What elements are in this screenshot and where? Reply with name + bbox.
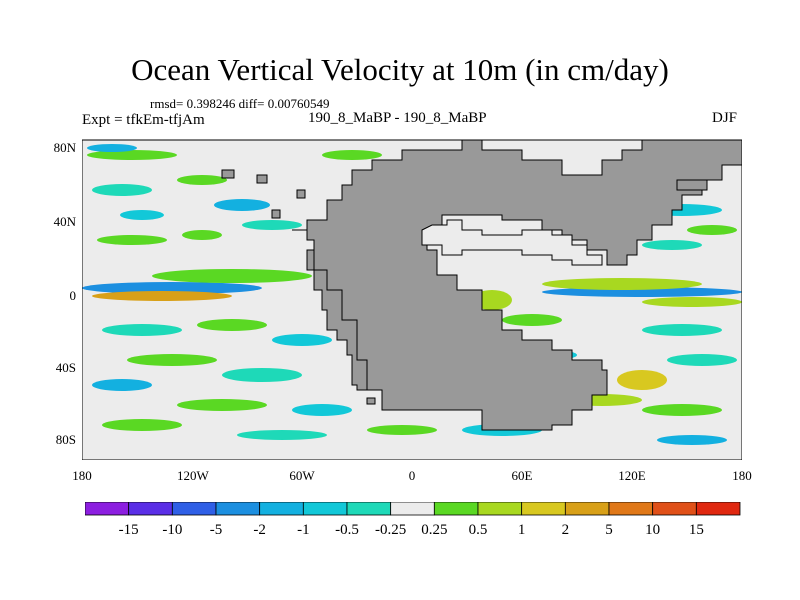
plot-title: Ocean Vertical Velocity at 10m (in cm/da… bbox=[131, 52, 669, 87]
patch bbox=[222, 368, 302, 382]
y-tick-label: 0 bbox=[69, 288, 77, 303]
patch bbox=[214, 199, 270, 211]
patch bbox=[667, 354, 737, 366]
x-tick-label: 120E bbox=[618, 468, 646, 483]
land-island bbox=[676, 179, 708, 191]
patch bbox=[642, 404, 722, 416]
patch bbox=[642, 240, 702, 250]
colorbar-label: 1 bbox=[518, 522, 526, 538]
colorbar-swatch bbox=[695, 502, 741, 516]
colorbar-label: -0.5 bbox=[335, 522, 359, 538]
map-frame bbox=[82, 139, 742, 460]
colorbar-label: 5 bbox=[605, 522, 613, 538]
land-island bbox=[271, 209, 281, 219]
case-label: 190_8_MaBP - 190_8_MaBP bbox=[308, 110, 487, 126]
patch bbox=[657, 435, 727, 445]
colorbar-swatch bbox=[652, 502, 697, 516]
patch bbox=[177, 399, 267, 411]
patch bbox=[120, 210, 164, 220]
colorbar-label: -0.25 bbox=[375, 522, 406, 538]
patch bbox=[322, 150, 382, 160]
land-island bbox=[296, 189, 306, 199]
patch bbox=[92, 184, 152, 196]
colorbar-swatch bbox=[215, 502, 261, 516]
patch bbox=[367, 425, 437, 435]
x-tick-label: 180 bbox=[732, 468, 752, 483]
land-island bbox=[256, 174, 268, 184]
colorbar-label: 2 bbox=[562, 522, 570, 538]
colorbar-swatch bbox=[608, 502, 654, 516]
y-tick-label: 80S bbox=[55, 432, 76, 447]
patch bbox=[502, 314, 562, 326]
colorbar-swatch bbox=[171, 502, 217, 516]
land-masses bbox=[221, 139, 742, 431]
patch bbox=[102, 324, 182, 336]
colorbar-label: -15 bbox=[119, 522, 139, 538]
colorbar-swatch bbox=[302, 502, 348, 516]
colorbar-label: 15 bbox=[689, 522, 704, 538]
colorbar-swatch bbox=[477, 502, 523, 516]
colorbar-swatch bbox=[128, 502, 173, 516]
colorbar-label: 10 bbox=[645, 522, 660, 538]
colorbar-swatch bbox=[390, 502, 435, 516]
indian-band-south bbox=[642, 297, 742, 307]
patch bbox=[97, 235, 167, 245]
indian-band-north bbox=[542, 278, 702, 290]
equatorial-downwelling-band bbox=[82, 282, 262, 294]
colorbar-label: -10 bbox=[162, 522, 182, 538]
colorbar: -15 -10 -5 -2 -1 -0.5 -0.25 0.25 0.5 1 2 5 10 15 bbox=[85, 502, 741, 538]
patch bbox=[127, 354, 217, 366]
colorbar-swatch bbox=[259, 502, 304, 516]
experiment-label: Expt = tfkEm-tfjAm bbox=[82, 112, 205, 128]
patch bbox=[642, 324, 722, 336]
patch bbox=[617, 370, 667, 390]
stats-text: rmsd= 0.398246 diff= 0.00760549 bbox=[150, 96, 330, 111]
x-tick-label: 120W bbox=[177, 468, 209, 483]
y-tick-label: 40N bbox=[53, 214, 76, 229]
equatorial-upwelling-band bbox=[92, 291, 232, 301]
colorbar-swatch bbox=[564, 502, 610, 516]
equatorial-band-north bbox=[152, 269, 312, 283]
patch bbox=[272, 334, 332, 346]
season-label: DJF bbox=[712, 110, 738, 126]
colorbar-label: -2 bbox=[253, 522, 265, 538]
x-tick-label: 60W bbox=[289, 468, 315, 483]
colorbar-label: 0.5 bbox=[469, 522, 488, 538]
colorbar-swatch bbox=[85, 502, 130, 516]
patch bbox=[177, 175, 227, 185]
inland-sea bbox=[421, 219, 603, 266]
land-island bbox=[366, 397, 376, 405]
patch bbox=[182, 230, 222, 240]
x-tick-label: 60E bbox=[511, 468, 533, 483]
y-tick-label: 40S bbox=[55, 360, 76, 375]
patch bbox=[687, 225, 737, 235]
colorbar-swatch bbox=[346, 502, 392, 516]
y-tick-label: 80N bbox=[53, 140, 76, 155]
patch bbox=[242, 220, 302, 230]
patch bbox=[102, 419, 182, 431]
map-panel bbox=[82, 139, 742, 460]
patch bbox=[92, 379, 152, 391]
x-tick-label: 180 bbox=[72, 468, 92, 483]
patch bbox=[87, 150, 177, 160]
colorbar-label: -5 bbox=[210, 522, 223, 538]
colorbar-label: -1 bbox=[297, 522, 310, 538]
patch bbox=[237, 430, 327, 440]
x-tick-label: 0 bbox=[408, 468, 416, 483]
colorbar-swatch bbox=[521, 502, 566, 516]
colorbar-swatch bbox=[433, 502, 479, 516]
patch bbox=[87, 144, 137, 152]
patch bbox=[197, 319, 267, 331]
land-island bbox=[221, 169, 235, 179]
colorbar-label: 0.25 bbox=[421, 522, 447, 538]
patch bbox=[292, 404, 352, 416]
